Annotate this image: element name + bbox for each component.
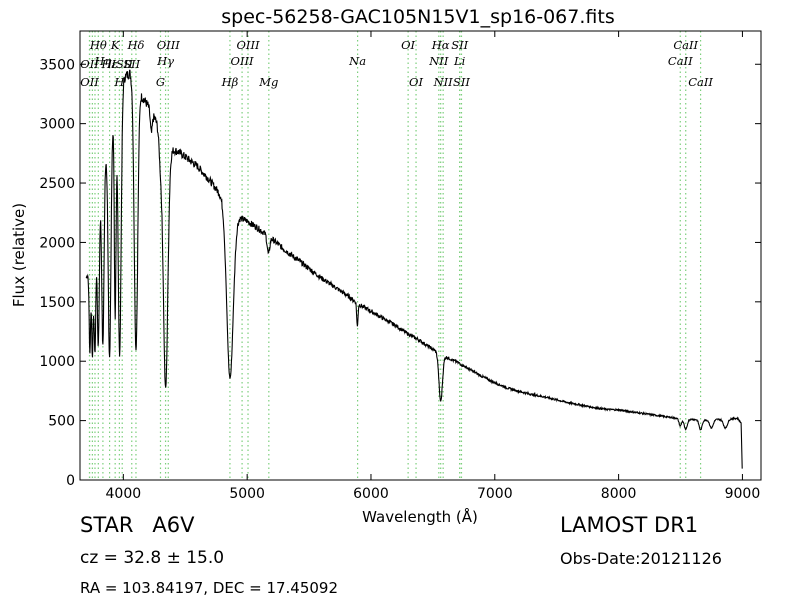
redshift-text: cz = 32.8 ± 15.0 [80, 548, 225, 568]
observation-date: Obs-Date:20121126 [560, 549, 722, 568]
y-tick-label: 3000 [39, 117, 75, 133]
x-axis-ticks: 4000 5000 6000 7000 8000 9000 [106, 31, 761, 502]
line-marker-label: OI [409, 75, 423, 89]
coordinates-text: RA = 103.84197, DEC = 17.45092 [80, 579, 339, 597]
x-tick-label: 4000 [106, 486, 142, 502]
line-marker-label: Hη [93, 54, 111, 68]
line-marker-label: G [156, 75, 165, 89]
survey-name: LAMOST DR1 [560, 513, 699, 537]
object-class: STAR [80, 513, 134, 537]
line-marker-label: OIII [157, 38, 181, 52]
line-marker-label: SII [451, 38, 468, 52]
line-marker-label: Mg [258, 75, 278, 89]
line-marker-label: K [110, 38, 121, 52]
line-marker-label: OIII [236, 38, 260, 52]
y-tick-label: 3500 [39, 57, 75, 73]
line-markers [88, 31, 702, 480]
line-marker-label: Hδ [126, 38, 144, 52]
x-tick-label: 5000 [229, 486, 265, 502]
line-marker-label: CaII [668, 54, 693, 68]
y-axis-label: Flux (relative) [10, 203, 28, 307]
line-marker-label: H [113, 75, 125, 89]
y-tick-label: 2500 [39, 176, 75, 192]
line-marker-label: OII [80, 57, 99, 71]
line-marker-label: Li [453, 54, 466, 68]
x-tick-label: 6000 [353, 486, 389, 502]
y-tick-label: 500 [48, 414, 75, 430]
line-marker-label: ISII [110, 57, 133, 71]
y-tick-label: 1500 [39, 295, 75, 311]
chart-title: spec-56258-GAC105N15V1_sp16-067.fits [221, 6, 614, 28]
x-tick-label: 7000 [477, 486, 513, 502]
object-subclass: A6V [152, 513, 195, 537]
line-marker-label: Hγ [156, 54, 174, 68]
line-marker-label: Na [348, 54, 366, 68]
line-marker-label: NII [433, 75, 454, 89]
line-marker-label: OIII [231, 54, 255, 68]
line-marker-label: OI [401, 38, 415, 52]
spectrum-line [85, 69, 743, 469]
y-tick-label: 1000 [39, 354, 75, 370]
line-marker-label: SII [453, 75, 470, 89]
plot-frame [79, 30, 762, 481]
line-marker-label: Hβ [221, 75, 239, 89]
line-marker-label: CaII [688, 75, 713, 89]
y-tick-label: 0 [66, 473, 75, 489]
line-marker-label: NII [428, 54, 449, 68]
object-classification: STAR A6V [80, 513, 194, 537]
line-marker-label: CaII [673, 38, 698, 52]
y-axis-ticks: 0 500 1000 1500 2000 2500 3000 3500 [39, 57, 761, 489]
x-tick-label: 8000 [601, 486, 637, 502]
x-axis-label: Wavelength (Å) [362, 507, 478, 526]
line-marker-label: SII [123, 57, 140, 71]
line-marker-labels: OIIOIIHθHηHεKHISIISIIHδGHγOIIIHβOIIIOIII… [80, 38, 713, 89]
line-marker-label: Hθ [89, 38, 107, 52]
y-tick-label: 2000 [39, 235, 75, 251]
line-marker-label: OII [80, 75, 99, 89]
x-tick-label: 9000 [725, 486, 761, 502]
line-marker-label: Hε [100, 57, 117, 71]
line-marker-label: Hα [431, 38, 450, 52]
